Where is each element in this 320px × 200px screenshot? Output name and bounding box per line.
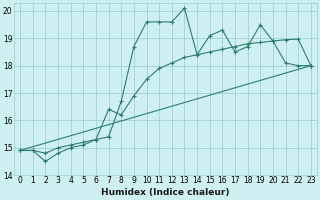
X-axis label: Humidex (Indice chaleur): Humidex (Indice chaleur) xyxy=(101,188,230,197)
